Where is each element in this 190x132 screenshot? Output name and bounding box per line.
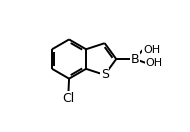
Text: S: S: [101, 68, 109, 81]
Text: OH: OH: [146, 58, 163, 68]
Text: OH: OH: [143, 45, 160, 55]
Text: Cl: Cl: [62, 92, 74, 105]
Text: B: B: [131, 53, 139, 66]
